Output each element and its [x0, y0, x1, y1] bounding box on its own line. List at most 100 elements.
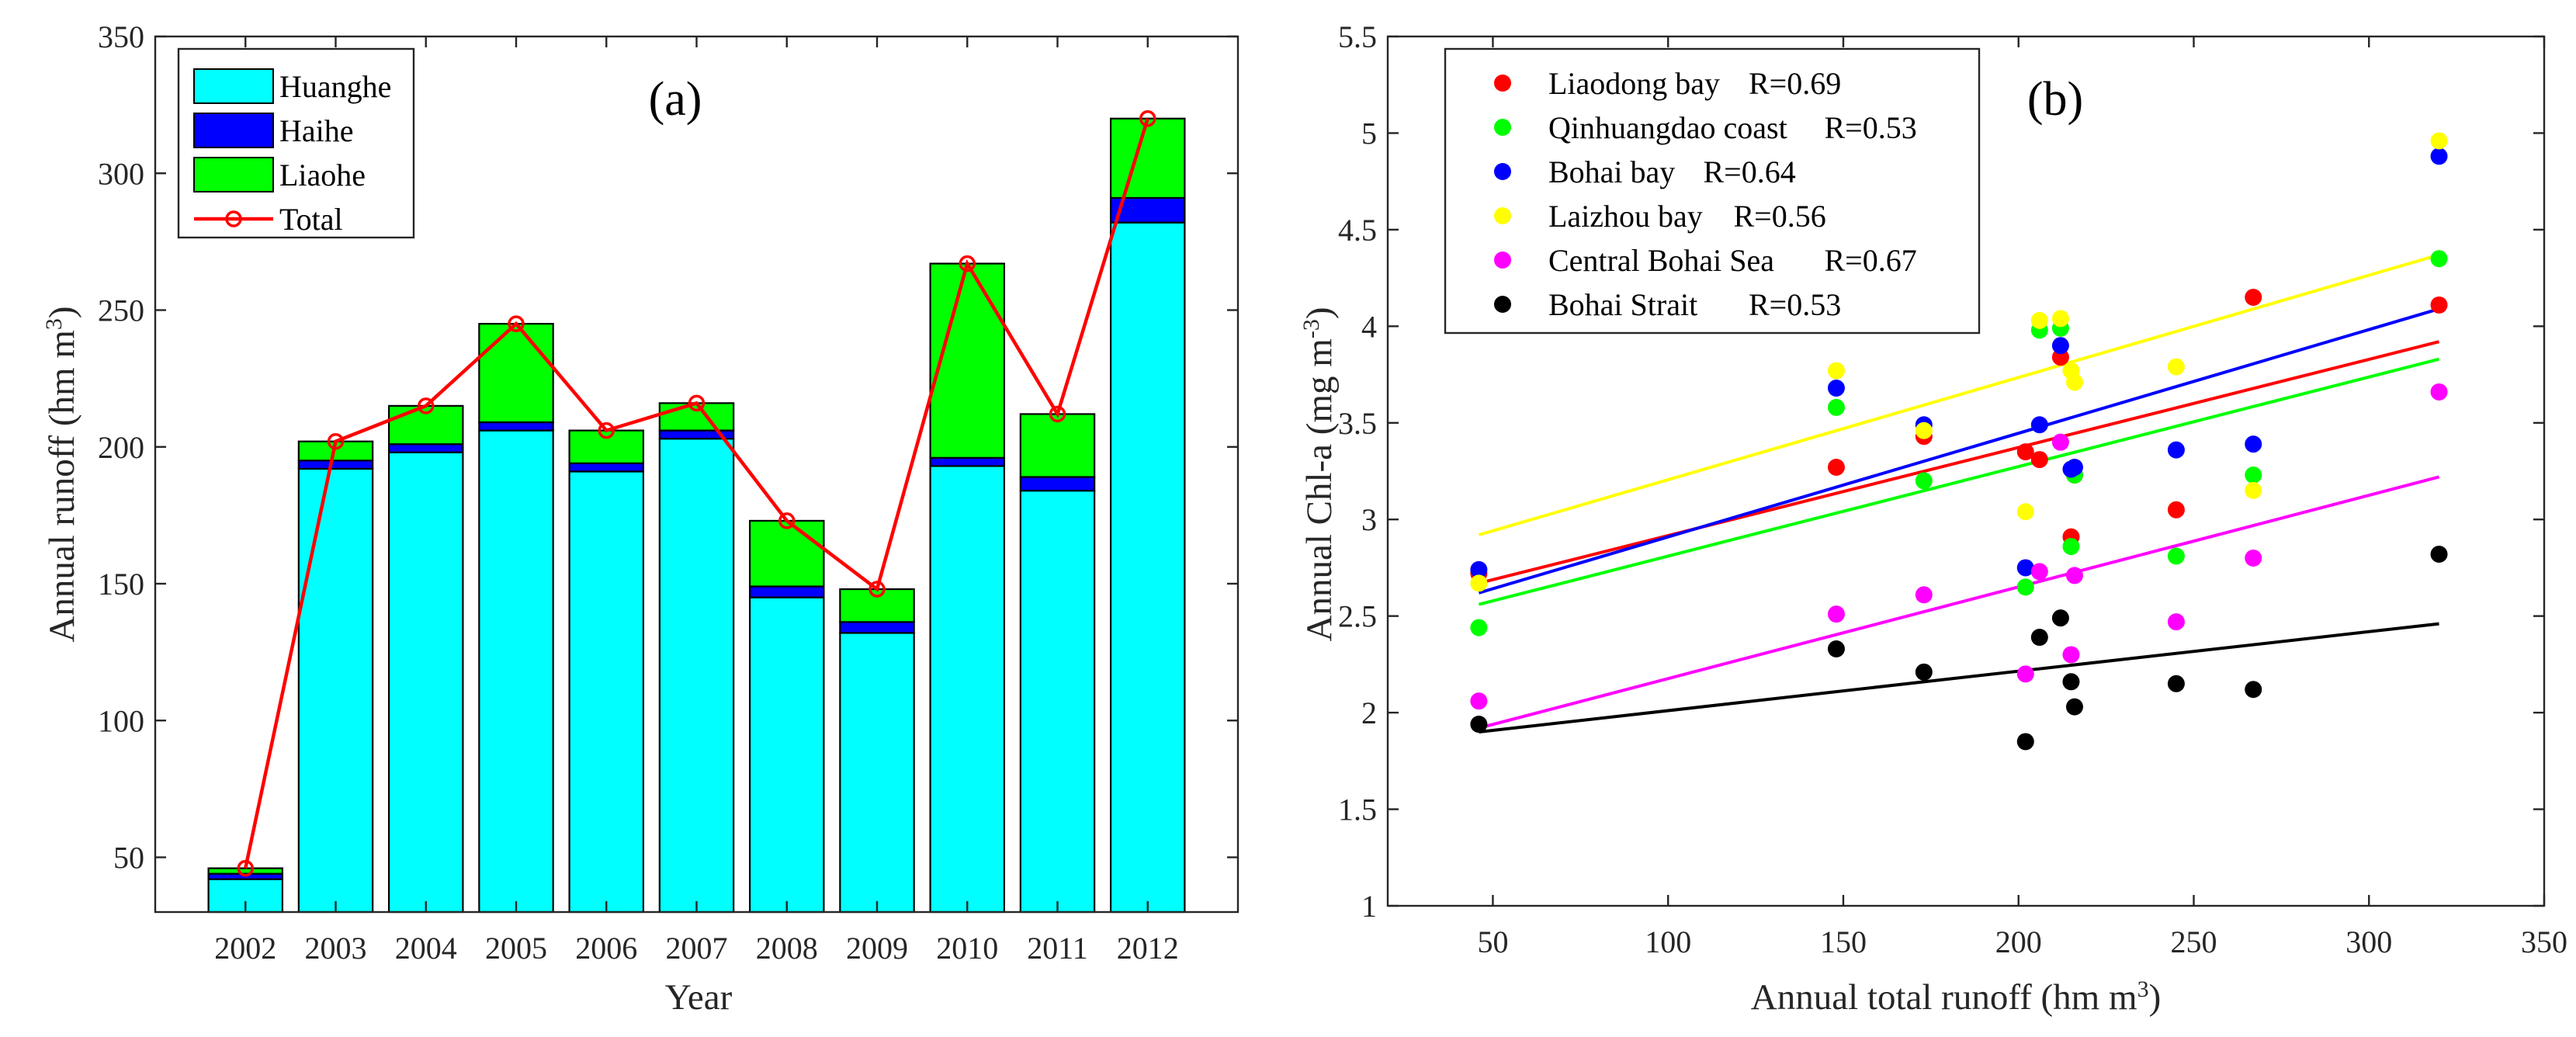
panel-b-axes-box	[1386, 35, 2546, 907]
x-tick-label: 2002	[214, 931, 276, 966]
x-tick-label: 150	[1820, 924, 1867, 959]
point-liaodong-bay	[2430, 296, 2448, 314]
total-line	[244, 118, 1149, 869]
point-central-bohai-sea	[2016, 665, 2034, 683]
bar-haihe-2011	[1019, 476, 1096, 492]
y-tick-label: 2	[1361, 695, 1377, 730]
panel-b-y-ticks: 1 1.5 2 2.5 3 3.5 4 4.5 5 5.5	[1338, 19, 2544, 924]
point-central-bohai-sea	[1470, 692, 1488, 710]
bar-liaohe-2008	[748, 519, 825, 588]
legend-marker-qinhuangdao-coast	[1494, 119, 1511, 136]
point-central-bohai-sea	[2051, 433, 2069, 451]
y-tick-label: 5.5	[1338, 19, 1377, 54]
y-tick-label: 2.5	[1338, 599, 1377, 634]
legend-label-haihe: Haihe	[279, 113, 354, 148]
point-bohai-strait	[1915, 663, 1933, 681]
point-central-bohai-sea	[2030, 563, 2048, 581]
panel-a-y-axis-title: Annual runoff (hm m3)	[41, 306, 83, 642]
legend-box	[1444, 47, 1981, 335]
point-central-bohai-sea	[2167, 613, 2185, 631]
x-tick-label: 2004	[395, 931, 457, 966]
total-marker-2011	[1049, 405, 1066, 423]
legend-marker-bohai-bay	[1494, 163, 1511, 180]
scatter-points	[1470, 132, 2448, 751]
bar-haihe-2008	[748, 585, 825, 598]
x-tick-label: 300	[2345, 924, 2392, 959]
fit-line-laizhou-bay	[1478, 253, 2440, 537]
point-bohai-strait	[2062, 673, 2080, 691]
x-tick-label: 50	[1477, 924, 1508, 959]
bar-huanghe-2012	[1109, 221, 1186, 914]
y-tick-label: 1.5	[1338, 792, 1377, 827]
bar-haihe-2009	[839, 621, 915, 634]
point-liaodong-bay	[2167, 501, 2185, 518]
point-bohai-strait	[2430, 546, 2448, 564]
point-laizhou-bay	[2430, 132, 2448, 150]
point-liaodong-bay	[2245, 289, 2262, 306]
x-tick-label: 350	[2521, 924, 2567, 959]
legend-r-bohai-bay: R=0.64	[1704, 154, 1796, 189]
bar-huanghe-2005	[478, 429, 554, 914]
y-tick-label: 50	[113, 841, 144, 876]
panel-b-x-axis-title: Annual total runoff (hm m3)	[1751, 976, 2161, 1018]
y-tick-label: 250	[98, 293, 144, 328]
point-central-bohai-sea	[2062, 646, 2080, 664]
bar-liaohe-2010	[929, 262, 1006, 459]
y-tick-label: 3.5	[1338, 406, 1377, 441]
point-laizhou-bay	[2030, 311, 2048, 329]
point-laizhou-bay	[2051, 310, 2069, 328]
total-marker-2012	[1139, 110, 1156, 127]
point-qinhuangdao-coast	[2430, 250, 2448, 268]
fit-line-central-bohai-sea	[1478, 475, 2440, 730]
panel-a-x-ticks: 2002 2003 2004 2005 2006 2007 2008 2009 2010 2011…	[214, 36, 1179, 966]
total-marker-2010	[959, 255, 976, 272]
legend-label-huanghe: Huanghe	[279, 69, 391, 104]
legend-label-central-bohai-sea: Central Bohai Sea	[1548, 243, 1774, 278]
x-tick-label: 200	[1995, 924, 2042, 959]
x-tick-label: 2010	[936, 931, 998, 966]
stacked-bars	[207, 117, 1186, 914]
legend-swatch-liaohe	[193, 157, 274, 192]
bar-haihe-2003	[297, 460, 374, 470]
point-bohai-bay	[2430, 147, 2448, 165]
point-bohai-strait	[1470, 716, 1488, 734]
point-bohai-strait	[2065, 698, 2083, 716]
x-tick-label: 2012	[1117, 931, 1179, 966]
y-tick-label: 350	[98, 19, 144, 54]
total-marker-2002	[237, 859, 254, 877]
bar-haihe-2006	[568, 462, 645, 473]
legend-label-liaohe: Liaohe	[279, 158, 366, 192]
point-bohai-strait	[2016, 733, 2034, 751]
point-qinhuangdao-coast	[2167, 547, 2185, 565]
legend-label-bohai-strait: Bohai Strait	[1548, 287, 1697, 322]
total-marker-2007	[688, 394, 706, 412]
x-tick-label: 2011	[1027, 931, 1088, 966]
legend-label-total: Total	[279, 202, 343, 237]
point-central-bohai-sea	[2430, 383, 2448, 401]
point-bohai-bay	[1470, 560, 1488, 578]
bar-huanghe-2009	[839, 632, 915, 914]
point-qinhuangdao-coast	[2245, 466, 2262, 484]
point-bohai-strait	[2167, 675, 2185, 692]
point-liaodong-bay	[1827, 459, 1845, 477]
x-tick-label: 2006	[575, 931, 637, 966]
bar-haihe-2004	[387, 443, 464, 453]
legend-r-laizhou-bay: R=0.56	[1734, 199, 1826, 234]
total-marker-2006	[598, 421, 615, 439]
point-central-bohai-sea	[1915, 586, 1933, 604]
point-qinhuangdao-coast	[2016, 578, 2034, 596]
point-laizhou-bay	[2245, 481, 2262, 499]
point-bohai-bay	[2051, 337, 2069, 355]
panel-label-b: (b)	[2027, 73, 2083, 126]
bar-liaohe-2009	[839, 588, 915, 623]
point-central-bohai-sea	[2245, 550, 2262, 567]
x-tick-label: 2007	[666, 931, 728, 966]
panel-label-a: (a)	[649, 73, 702, 126]
y-tick-label: 1	[1361, 889, 1377, 924]
point-bohai-bay	[2245, 435, 2262, 453]
legend-r-qinhuangdao-coast: R=0.53	[1825, 110, 1917, 145]
x-tick-label: 2009	[846, 931, 908, 966]
bar-liaohe-2005	[478, 323, 554, 424]
point-laizhou-bay	[2065, 373, 2083, 391]
